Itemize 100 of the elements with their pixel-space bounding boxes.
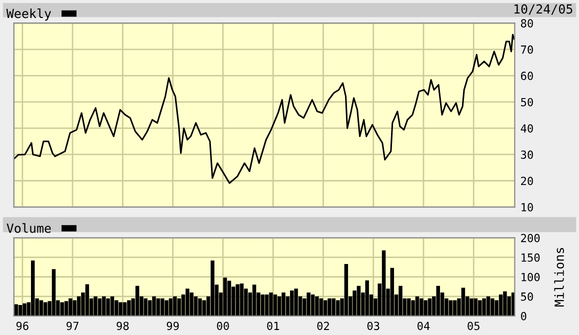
bar [148,300,152,316]
bar [365,280,369,316]
line-series [14,34,515,184]
bar [294,288,298,316]
bar [382,250,386,316]
y-tick-label: 0 [521,312,526,320]
bar [490,298,494,316]
bar [310,294,315,316]
bar [282,292,286,316]
bar [236,284,240,316]
bar [98,298,102,316]
bar [290,290,294,316]
x-tick-label: 05 [468,322,480,330]
x-tick-label: 97 [66,322,78,330]
bar [160,298,164,316]
bar [156,298,160,316]
bar [486,296,490,316]
bar [152,296,156,316]
x-tick-label: 96 [16,322,28,330]
bar [436,286,440,316]
y-tick-label: 70 [521,45,533,54]
y-tick-label: 60 [521,72,533,80]
x-tick-label: 00 [216,322,229,330]
bar [30,260,35,316]
x-tick-label: 02 [317,322,329,330]
y-tick-label: 80 [520,19,533,28]
bar [478,300,482,316]
x-tick-label: 98 [116,322,129,330]
bar [210,260,214,316]
bar [273,294,278,316]
bar [474,298,478,316]
bar [328,298,332,316]
bar [264,294,269,316]
y-tick-label: 40 [520,124,533,133]
bar [448,300,453,316]
y-tick-label: 20 [521,176,533,186]
bar [135,286,140,316]
bar [240,284,244,316]
bar [102,296,106,316]
bar [344,264,348,316]
bar [411,300,415,316]
bar [18,304,22,316]
bar [44,302,48,316]
bar [177,298,181,316]
bar [186,288,190,316]
y-tick-label: 50 [521,98,533,106]
bar [482,298,486,316]
bar [60,302,64,316]
y-tick-label: 50 [521,292,533,301]
bar [498,294,503,316]
bar [470,298,474,316]
bar [22,303,26,316]
bar [260,294,265,316]
legend-label: Weekly [6,8,52,21]
bar [323,300,328,316]
y-tick-label: 100 [522,272,540,282]
bar [269,292,273,316]
bar [332,298,336,316]
bar [110,296,114,316]
bar [461,288,466,316]
bar [76,296,81,316]
bar [420,298,424,316]
text: 10/24/05 [514,4,572,15]
bar [52,269,56,316]
bar [85,284,90,316]
bar [194,296,198,316]
bar [306,292,310,316]
bar [190,292,194,316]
bar [164,300,168,316]
bar [198,298,202,316]
bar [277,296,282,316]
bar [144,298,148,316]
bar [336,300,340,316]
bar [406,298,411,316]
bar [452,300,457,316]
legend-label: Volume [6,223,51,233]
bar [315,296,319,316]
x-tick-label: 04 [418,322,430,330]
bar [39,300,44,316]
bar [114,300,118,316]
bar [122,302,127,316]
y-tick-label: 30 [521,150,533,159]
y-tick-label: 200 [521,234,540,242]
bar [356,286,361,316]
x-tick-label: 01 [267,322,280,330]
y-tick-label: 150 [522,253,540,262]
bar [227,280,232,316]
bar [168,298,173,316]
bar [424,300,428,316]
bar [64,301,68,316]
y-axis-title: Millions [554,248,564,306]
bar [415,296,420,316]
bar [503,291,507,316]
bar [252,284,256,316]
bar [398,286,402,316]
x-tick-label: 99 [166,322,179,330]
y-tick-label: 10 [522,203,533,212]
bar [118,302,122,316]
bar [94,296,98,316]
bar [127,300,131,316]
